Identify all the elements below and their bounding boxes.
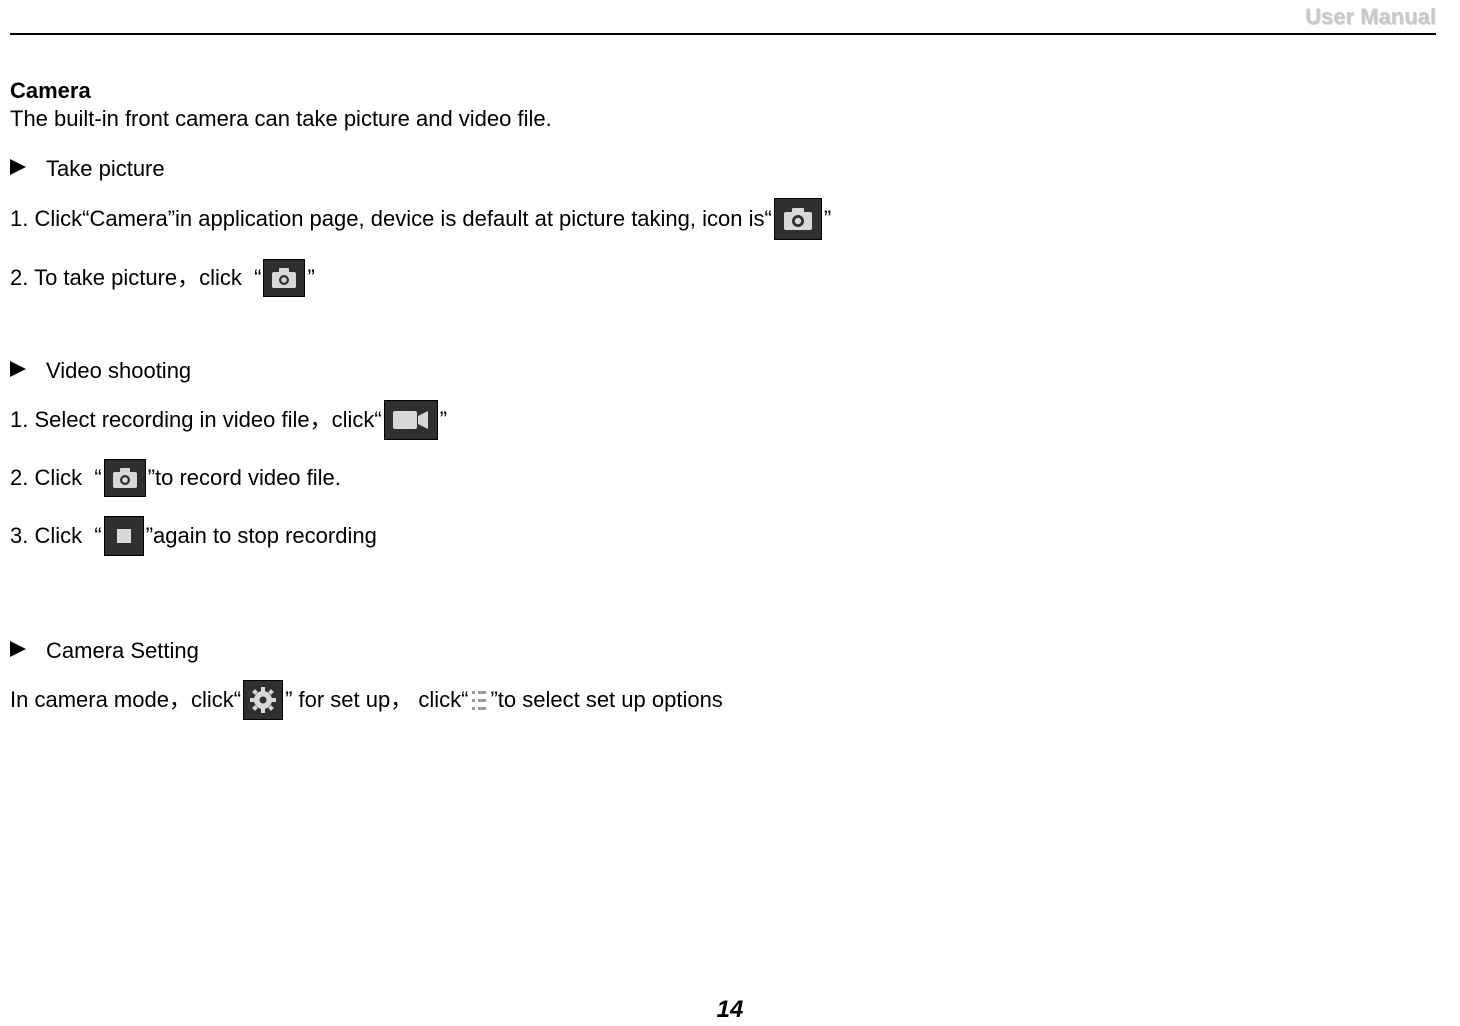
header-rule <box>10 33 1436 35</box>
options-menu-icon <box>470 688 488 712</box>
stop-icon <box>104 516 144 556</box>
text: 2. Click “ <box>10 467 102 489</box>
text: 2. To take picture，click “ <box>10 267 261 289</box>
text: ” <box>440 409 447 431</box>
camera-icon <box>774 198 822 240</box>
chevron-icon <box>10 641 28 661</box>
text: ”to record video file. <box>148 467 341 489</box>
video-step-1: 1. Select recording in video file，click“… <box>10 400 1436 440</box>
video-heading: Video shooting <box>10 360 1436 382</box>
intro-text: The built-in front camera can take pictu… <box>10 108 1436 130</box>
text: ”to select set up options <box>490 689 722 711</box>
camera-icon <box>104 459 146 497</box>
text: 1. Click“Camera”in application page, dev… <box>10 208 772 230</box>
gear-icon <box>243 680 283 720</box>
take-picture-heading: Take picture <box>10 158 1436 180</box>
section-title: Camera <box>10 80 1436 102</box>
camera-setting-heading-text: Camera Setting <box>46 640 199 662</box>
text: ” <box>307 267 314 289</box>
content-area: Camera The built-in front camera can tak… <box>10 80 1436 738</box>
header-label: User Manual <box>1305 4 1436 30</box>
text: In camera mode，click“ <box>10 689 241 711</box>
text: ” <box>824 208 831 230</box>
text: 1. Select recording in video file，click“ <box>10 409 382 431</box>
text: ” for set up， click“ <box>285 689 468 711</box>
camera-icon <box>263 259 305 297</box>
take-picture-heading-text: Take picture <box>46 158 165 180</box>
page-number: 14 <box>0 996 1460 1024</box>
take-picture-step-2: 2. To take picture，click “ ” <box>10 258 1436 298</box>
video-heading-text: Video shooting <box>46 360 191 382</box>
chevron-icon <box>10 361 28 381</box>
text: ”again to stop recording <box>146 525 377 547</box>
camera-setting-step-1: In camera mode，click“ <box>10 680 1436 720</box>
chevron-icon <box>10 159 28 179</box>
camera-setting-heading: Camera Setting <box>10 640 1436 662</box>
video-camera-icon <box>384 400 438 440</box>
take-picture-step-1: 1. Click“Camera”in application page, dev… <box>10 198 1436 240</box>
text: 3. Click “ <box>10 525 102 547</box>
video-step-2: 2. Click “ ”to record video file. <box>10 458 1436 498</box>
video-step-3: 3. Click “ ”again to stop recording <box>10 516 1436 556</box>
